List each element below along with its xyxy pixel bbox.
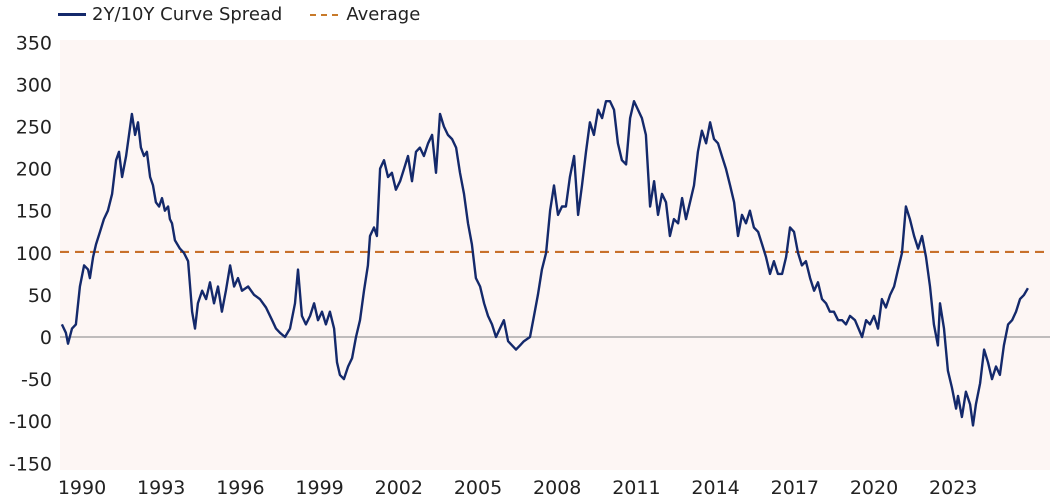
- x-tick-label: 1999: [295, 477, 343, 499]
- x-tick-label: 1996: [216, 477, 264, 499]
- x-tick-label: 2005: [454, 477, 502, 499]
- spread-line-swatch-icon: [58, 13, 86, 16]
- legend-item-spread: 2Y/10Y Curve Spread: [58, 4, 282, 25]
- y-tick-label: 50: [28, 285, 52, 307]
- y-tick-label: 200: [16, 159, 52, 181]
- x-tick-label: 2020: [850, 477, 898, 499]
- y-tick-label: -100: [9, 411, 52, 433]
- y-tick-label: 300: [16, 74, 52, 96]
- y-tick-label: 0: [40, 327, 52, 349]
- x-tick-label: 2008: [533, 477, 581, 499]
- plot-area: [60, 40, 1050, 470]
- x-axis-ticks: 1990 1993 1996 1999 2002 2005 2008 2011 2014 2017…: [58, 477, 978, 499]
- x-tick-label: 1993: [137, 477, 185, 499]
- spread-series-line: [60, 100, 1029, 427]
- x-tick-label: 2002: [375, 477, 423, 499]
- y-tick-label: 250: [16, 117, 52, 139]
- x-tick-label: 2014: [691, 477, 739, 499]
- legend: 2Y/10Y Curve Spread Average: [58, 4, 448, 25]
- average-dash-swatch-icon: [310, 13, 339, 16]
- x-tick-label: 1990: [58, 477, 106, 499]
- x-tick-label: 2011: [612, 477, 660, 499]
- y-tick-label: 350: [16, 32, 52, 54]
- y-axis-ticks: 350 300 250 200 150 100 50 0 -50 -100 -150: [9, 32, 52, 475]
- y-tick-label: -150: [9, 453, 52, 475]
- y-tick-label: 150: [16, 201, 52, 223]
- y-tick-label: -50: [21, 369, 52, 391]
- legend-label-spread: 2Y/10Y Curve Spread: [92, 4, 283, 25]
- x-tick-label: 2017: [771, 477, 819, 499]
- y-tick-label: 100: [16, 243, 52, 265]
- x-tick-label: 2023: [929, 477, 977, 499]
- legend-item-average: Average: [310, 4, 420, 25]
- legend-label-average: Average: [346, 4, 421, 25]
